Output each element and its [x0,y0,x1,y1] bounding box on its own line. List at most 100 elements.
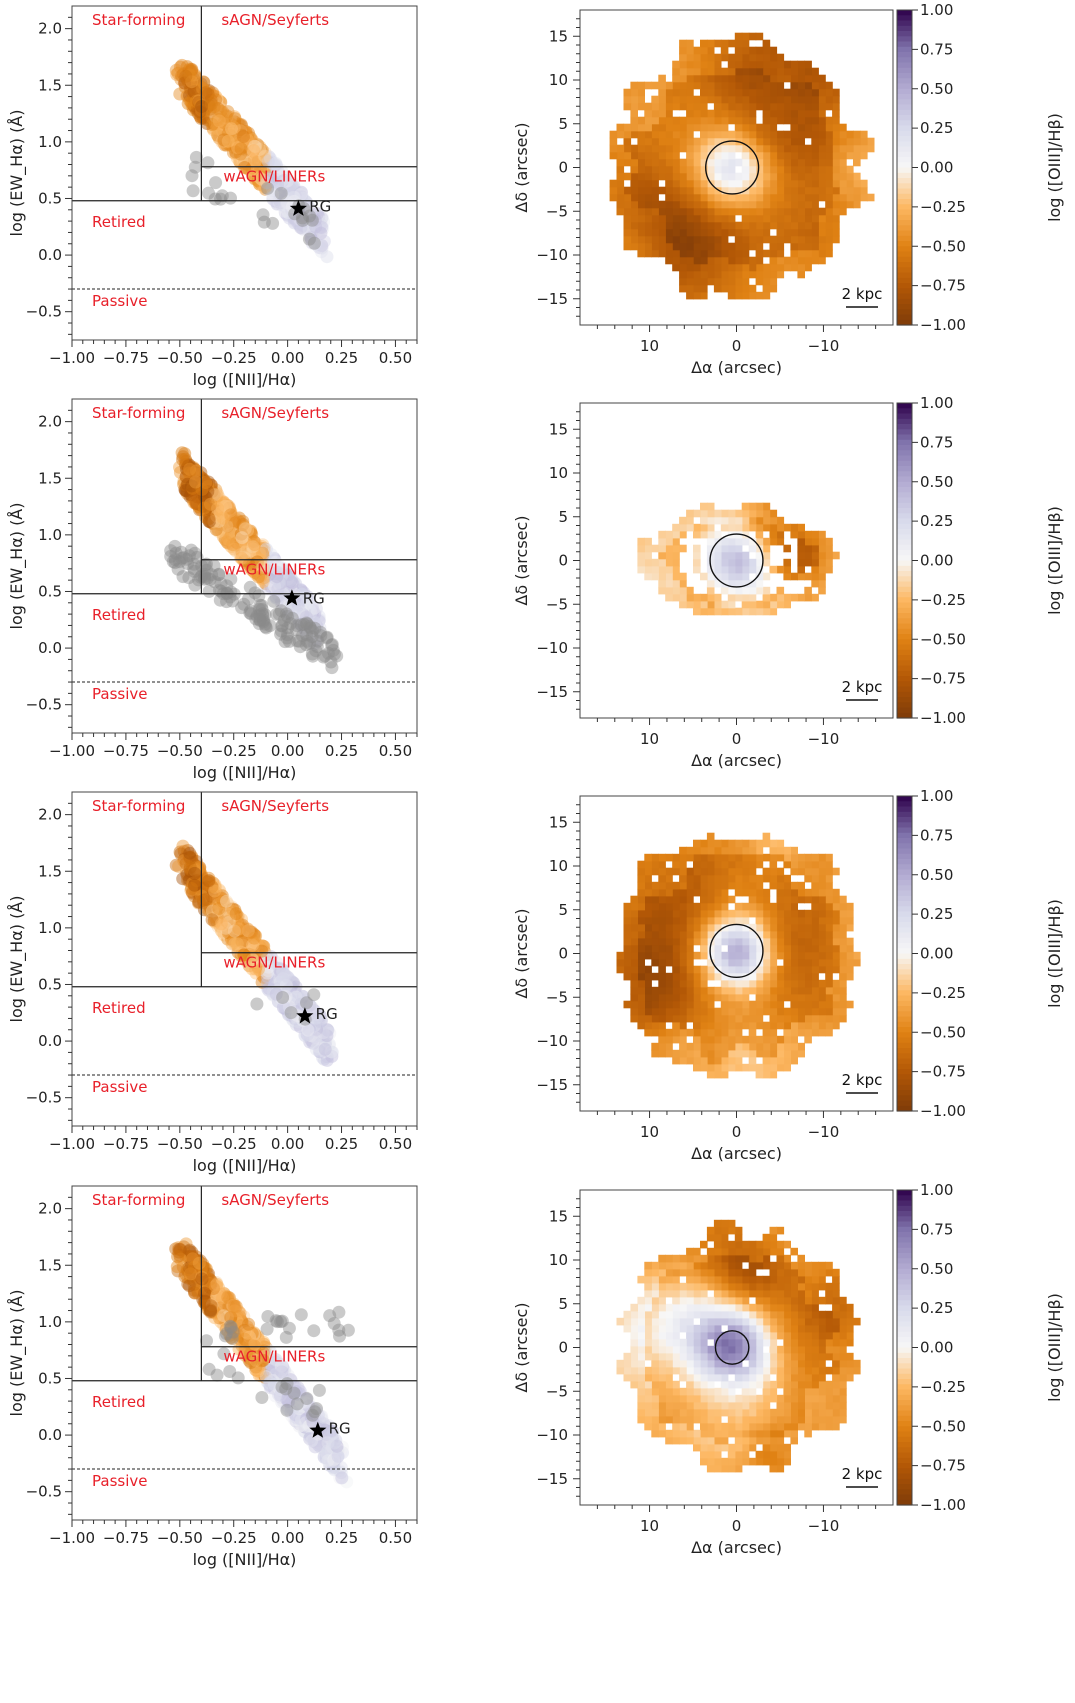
map-pixel [783,1056,791,1065]
map-pixel [651,165,659,174]
map-pixel [832,1007,840,1016]
map-pixel [825,944,833,953]
map-pixel [679,39,687,48]
map-pixel [790,200,798,209]
scatter-point [269,577,283,590]
scatter-point [224,505,238,519]
colorbar-segment [897,262,912,268]
map-pixel [804,1035,812,1044]
scatter-point [299,219,313,233]
map-pixel [790,593,798,602]
map-pixel [658,579,666,588]
map-pixel [720,130,729,139]
scatter-point [214,917,228,931]
scatter-point [193,79,207,93]
map-pixel [651,186,659,195]
map-pixel [734,537,743,546]
scatter-point [223,133,237,147]
map-pixel [734,109,743,118]
map-pixel [672,172,680,181]
scatter-point [202,1362,216,1376]
map-pixel [706,242,715,251]
colorbar-tick-label: −1.00 [920,709,966,727]
map-pixel [832,902,840,911]
colorbar-segment [897,644,912,651]
y-tick-label: 1.5 [38,862,62,880]
scatter-point [310,225,324,239]
x-tick-label: 0.00 [271,1529,304,1547]
map-pixel [672,207,680,216]
map-pixel [727,179,736,188]
scatter-point [256,208,270,222]
map-pixel [811,186,819,195]
scatter-point [289,577,303,591]
scatter-point [225,128,239,142]
map-pixel [651,102,659,111]
scatter-point [234,516,247,529]
map-pixel [734,116,743,125]
scatter-point [269,187,283,201]
map-pixel [679,242,687,251]
colorbar-segment [897,581,912,588]
scatter-point [275,175,289,189]
map-pixel [748,193,757,202]
map-pixel [700,256,708,265]
scatter-point [235,143,249,157]
map-pixel [839,909,847,918]
map-pixel [700,109,708,118]
scatter-point [297,214,311,228]
scatter-point [286,180,299,194]
map-pixel [741,214,750,223]
scatter-point [205,495,219,509]
scatter-point [267,181,281,195]
map-pixel [734,270,743,279]
map-pixel [693,144,701,153]
map-pixel [797,179,805,188]
scatter-point [188,89,202,103]
scatter-point [216,125,229,139]
scatter-point [253,565,267,579]
map-pixel [741,523,750,532]
scatter-point [253,154,267,168]
map-pixel [783,172,791,181]
scatter-point [225,124,239,138]
map-pixel [651,95,659,104]
scatter-point [262,150,276,164]
map-pixel [665,249,673,258]
map-pixel [839,923,847,932]
scatter-point [185,95,199,109]
map-pixel [825,544,833,553]
scatter-point [197,108,211,122]
map-pixel [825,165,833,174]
map-pixel [769,144,778,153]
map-pixel [790,158,798,167]
map-pixel [811,137,819,146]
map-pixel [755,200,764,209]
scatter-point [240,162,254,175]
map-pixel [811,1000,819,1009]
colorbar-segment [897,209,912,216]
map-pixel [713,270,722,279]
scatter-point [234,119,248,133]
scatter-point [267,572,281,586]
map-pixel [825,235,833,244]
map-pixel [748,60,757,69]
map-pixel [783,1035,791,1044]
scatter-point [254,170,268,184]
map-pixel [825,551,833,560]
map-pixel [720,516,729,525]
map-pixel [811,242,819,251]
map-pixel [804,165,812,174]
colorbar-segment [897,707,912,714]
scatter-point [245,140,259,154]
bpt-panel-1: Star-forming sAGN/SeyfertswAGN/LINERsReti… [7,5,418,389]
scatter-point [265,554,279,568]
scatter-point [235,535,249,549]
map-pixel [679,158,687,167]
scatter-point [190,497,204,511]
map-pixel [672,116,680,125]
map-pixel [741,81,750,90]
scatter-point [210,499,224,512]
map-pixel [825,923,833,932]
